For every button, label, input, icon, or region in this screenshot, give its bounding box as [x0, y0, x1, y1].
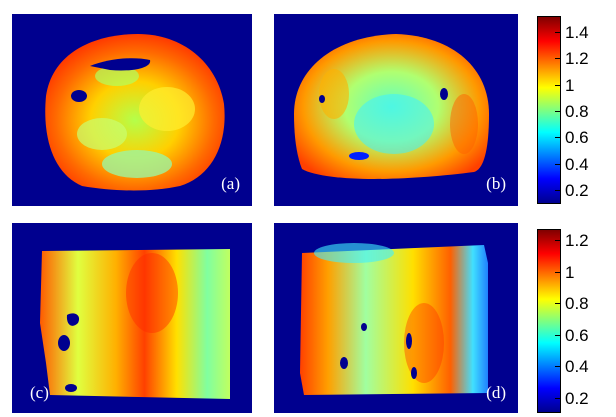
colorbar-tick-mark [555, 137, 560, 139]
panel-a: (a) [12, 14, 252, 206]
colorbar-tick-label: 0.4 [565, 154, 589, 174]
colorbar-tick-mark [555, 397, 560, 399]
colorbar-tick-mark [555, 303, 560, 304]
colorbar-tick-mark [555, 334, 560, 336]
colorbar-tick-label: 0.8 [565, 294, 589, 313]
colorbar-tick-label: 1.4 [565, 23, 589, 42]
colorbar-tick-mark [555, 84, 560, 86]
colorbar-tick-label: 0.6 [565, 128, 589, 148]
panel-b: (b) [274, 14, 518, 206]
colorbar-tick-mark [555, 58, 560, 60]
panel-label: (a) [221, 174, 240, 193]
colorbar-tick-mark [555, 240, 560, 241]
colorbar-tick-mark [555, 271, 560, 273]
panel-d: (d) [274, 223, 518, 413]
colorbar-tick-label: 1.2 [565, 49, 589, 69]
colorbar-tick-mark [555, 110, 560, 112]
panel-label: (c) [30, 383, 49, 402]
colorbar-bottom [537, 229, 561, 413]
panel-label: (d) [486, 383, 506, 402]
colorbar-tick-label: 1 [565, 75, 575, 95]
colorbar-tick-label: 0.6 [565, 325, 589, 345]
colorbar-tick-label: 0.2 [565, 388, 589, 408]
panel-c: (c) [12, 223, 252, 413]
panel-d-image [300, 243, 488, 395]
colorbar-tick-label: 1 [565, 262, 575, 282]
panel-a-image [45, 34, 225, 191]
panel-c-image [40, 249, 230, 399]
colorbar-tick-mark [555, 163, 560, 165]
colorbar-tick-mark [555, 366, 560, 367]
panel-label: (b) [486, 174, 506, 193]
panel-b-image [294, 34, 489, 179]
colorbar-tick-label: 0.8 [565, 101, 589, 121]
colorbar-tick-label: 0.4 [565, 357, 589, 376]
colorbar-tick-label: 1.2 [565, 231, 589, 250]
colorbar-tick-mark [555, 32, 560, 33]
colorbar-tick-label: 0.2 [565, 180, 589, 200]
colorbar-tick-mark [555, 189, 560, 191]
colorbar-top [537, 16, 561, 204]
